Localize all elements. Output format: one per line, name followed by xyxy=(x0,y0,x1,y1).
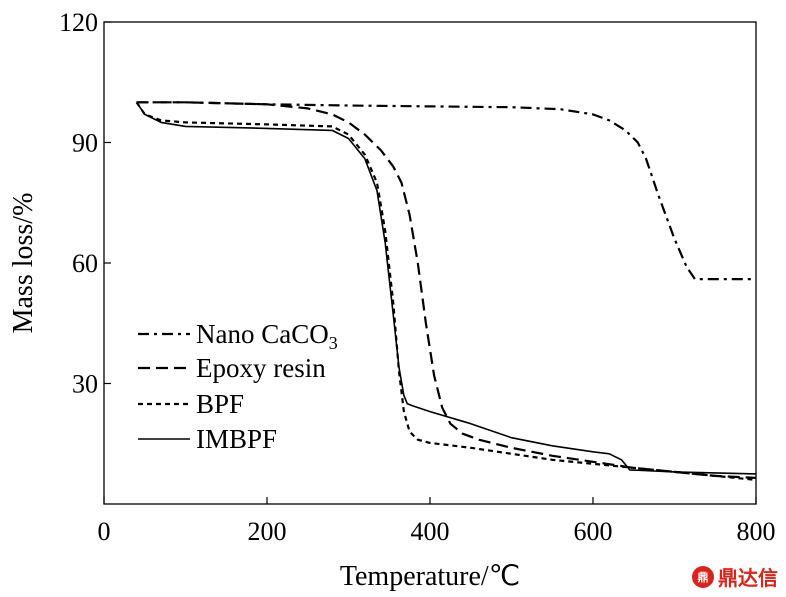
x-tick-label: 800 xyxy=(737,517,776,546)
watermark-logo-icon: 鼎 xyxy=(692,565,714,588)
x-tick-label: 600 xyxy=(574,517,613,546)
legend-label: Nano CaCO3 xyxy=(196,319,338,353)
series-line xyxy=(135,101,757,481)
x-tick-label: 200 xyxy=(248,517,287,546)
series-line xyxy=(136,101,756,281)
y-tick-label: 60 xyxy=(72,249,98,278)
series-line xyxy=(136,101,757,479)
legend-label-subscript: 3 xyxy=(329,333,338,353)
y-tick-label: 90 xyxy=(72,129,98,158)
series-group xyxy=(135,101,757,481)
legend-label: BPF xyxy=(196,389,244,419)
x-axis-title: Temperature/℃ xyxy=(340,561,520,592)
watermark: 鼎 鼎达信 xyxy=(692,562,778,591)
series-line xyxy=(135,101,757,475)
x-tick-label: 400 xyxy=(411,517,450,546)
y-tick-label: 120 xyxy=(59,8,98,37)
tick-labels: 0 200 400 600 800 30 60 90 120 xyxy=(59,8,776,546)
tick-marks xyxy=(103,21,757,504)
watermark-text: 鼎达信 xyxy=(718,566,778,590)
y-axis-title: Mass loss/% xyxy=(8,193,39,334)
legend-label: IMBPF xyxy=(196,424,277,454)
x-tick-label: 0 xyxy=(98,517,111,546)
y-tick-label: 30 xyxy=(72,370,98,399)
legend-label: Epoxy resin xyxy=(196,353,326,383)
